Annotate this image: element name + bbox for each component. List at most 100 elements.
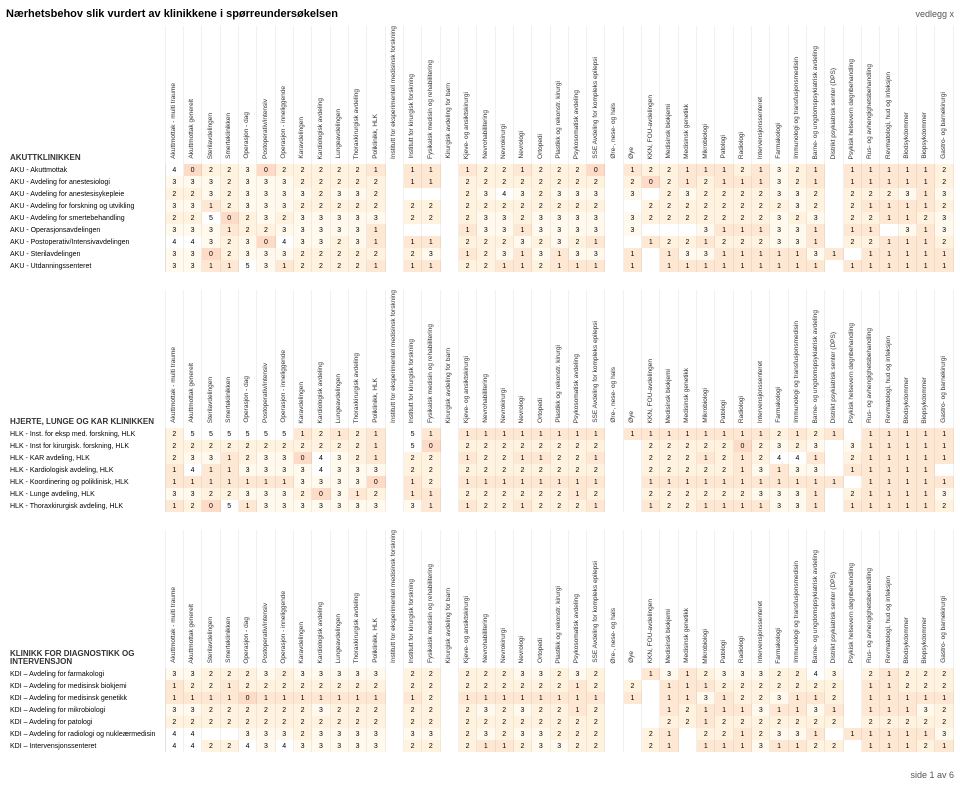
col-header: Institutt for kirurgisk forskning xyxy=(404,26,422,164)
cell: 2 xyxy=(624,680,642,692)
cell: 3 xyxy=(276,452,294,464)
cell: 2 xyxy=(789,440,807,452)
cell: 1 xyxy=(276,476,294,488)
col-header: SSE Avdeling for kompleks epilepsi xyxy=(587,26,605,164)
cell: 2 xyxy=(734,680,752,692)
cell: 2 xyxy=(239,212,257,224)
cell: 2 xyxy=(184,212,202,224)
cell: 1 xyxy=(917,488,935,500)
col-header-label: Sterilavdelingen xyxy=(208,377,215,424)
cell: 1 xyxy=(825,704,843,716)
cell: 3 xyxy=(312,740,330,752)
cell: 1 xyxy=(880,212,898,224)
cell: 3 xyxy=(294,500,312,512)
cell: 3 xyxy=(367,212,385,224)
cell xyxy=(825,440,843,452)
cell: 1 xyxy=(789,704,807,716)
cell: 1 xyxy=(202,260,220,272)
cell xyxy=(386,668,404,680)
cell: 1 xyxy=(697,236,715,248)
cell: 3 xyxy=(239,188,257,200)
row-label: KDI – Avdeling for medisinsk biokjemi xyxy=(6,680,166,692)
cell: 1 xyxy=(679,428,697,440)
cell: 1 xyxy=(532,428,550,440)
cell: 2 xyxy=(294,176,312,188)
cell: 1 xyxy=(660,428,678,440)
cell: 2 xyxy=(569,452,587,464)
cell: 2 xyxy=(257,704,275,716)
cell: 2 xyxy=(532,236,550,248)
cell: 1 xyxy=(679,668,697,680)
cell: 1 xyxy=(862,164,880,176)
cell: 3 xyxy=(257,452,275,464)
cell: 3 xyxy=(331,224,349,236)
col-header: Revmatologi, hud og infeksjon xyxy=(880,290,898,428)
cell: 3 xyxy=(294,224,312,236)
col-header-label: Farmakologi xyxy=(776,387,783,424)
cell: 3 xyxy=(257,260,275,272)
cell: 1 xyxy=(166,476,184,488)
cell: 2 xyxy=(917,680,935,692)
cell xyxy=(386,716,404,728)
col-header: Operasjon - inneliggende xyxy=(276,26,294,164)
cell: 2 xyxy=(331,440,349,452)
cell: 3 xyxy=(752,464,770,476)
cell: 2 xyxy=(551,728,569,740)
col-header: Postoperativ/intensiv xyxy=(257,290,275,428)
cell: 3 xyxy=(331,476,349,488)
cell: 2 xyxy=(532,260,550,272)
cell xyxy=(825,488,843,500)
cell: 3 xyxy=(349,500,367,512)
cell: 3 xyxy=(807,212,825,224)
col-header: KKN, FOU-avdelingen xyxy=(642,530,660,668)
cell: 1 xyxy=(935,440,954,452)
cell: 1 xyxy=(734,428,752,440)
col-header-label: Lungeavdelingen xyxy=(336,109,343,160)
row-label: KDI – Intervensjonssenteret xyxy=(6,740,166,752)
cell: 2 xyxy=(349,200,367,212)
cell: 1 xyxy=(697,500,715,512)
cell: 3 xyxy=(166,248,184,260)
cell: 2 xyxy=(660,500,678,512)
cell: 0 xyxy=(367,476,385,488)
cell: 1 xyxy=(459,476,477,488)
cell: 2 xyxy=(825,680,843,692)
col-header: Akuttmottak generelt xyxy=(184,530,202,668)
col-header: Institutt for eksperimentell medisinsk f… xyxy=(386,26,404,164)
cell: 2 xyxy=(917,668,935,680)
cell: 1 xyxy=(624,260,642,272)
cell: 2 xyxy=(331,260,349,272)
cell: 3 xyxy=(770,188,788,200)
col-header-label: Immunologi og transfusjonsmedisin xyxy=(794,57,801,160)
cell xyxy=(386,488,404,500)
cell: 1 xyxy=(202,476,220,488)
cell: 1 xyxy=(752,476,770,488)
cell: 2 xyxy=(496,668,514,680)
table-row: AKU - Utdanningssenteret3311531222211122… xyxy=(6,260,954,272)
cell: 2 xyxy=(294,488,312,500)
cell: 1 xyxy=(770,740,788,752)
col-header: SSE Avdeling for kompleks epilepsi xyxy=(587,530,605,668)
cell: 3 xyxy=(789,200,807,212)
cell: 2 xyxy=(569,716,587,728)
cell: 0 xyxy=(239,692,257,704)
cell: 3 xyxy=(587,248,605,260)
cell: 4 xyxy=(276,236,294,248)
cell xyxy=(386,740,404,752)
cell: 2 xyxy=(422,740,440,752)
col-header: Operasjon - dag xyxy=(239,26,257,164)
cell: 1 xyxy=(569,704,587,716)
col-header: SSE Avdeling for kompleks epilepsi xyxy=(587,290,605,428)
col-header: Immunologi og transfusjonsmedisin xyxy=(789,530,807,668)
cell: 2 xyxy=(422,680,440,692)
cell: 3 xyxy=(477,188,495,200)
cell: 1 xyxy=(404,260,422,272)
cell: 3 xyxy=(899,188,917,200)
cell: 2 xyxy=(496,164,514,176)
cell: 1 xyxy=(880,728,898,740)
col-header: Patologi xyxy=(715,26,733,164)
cell xyxy=(605,248,623,260)
cell xyxy=(605,236,623,248)
col-header-label: Psykisk helsevern døgnbehandling xyxy=(849,59,856,160)
cell: 1 xyxy=(514,224,532,236)
